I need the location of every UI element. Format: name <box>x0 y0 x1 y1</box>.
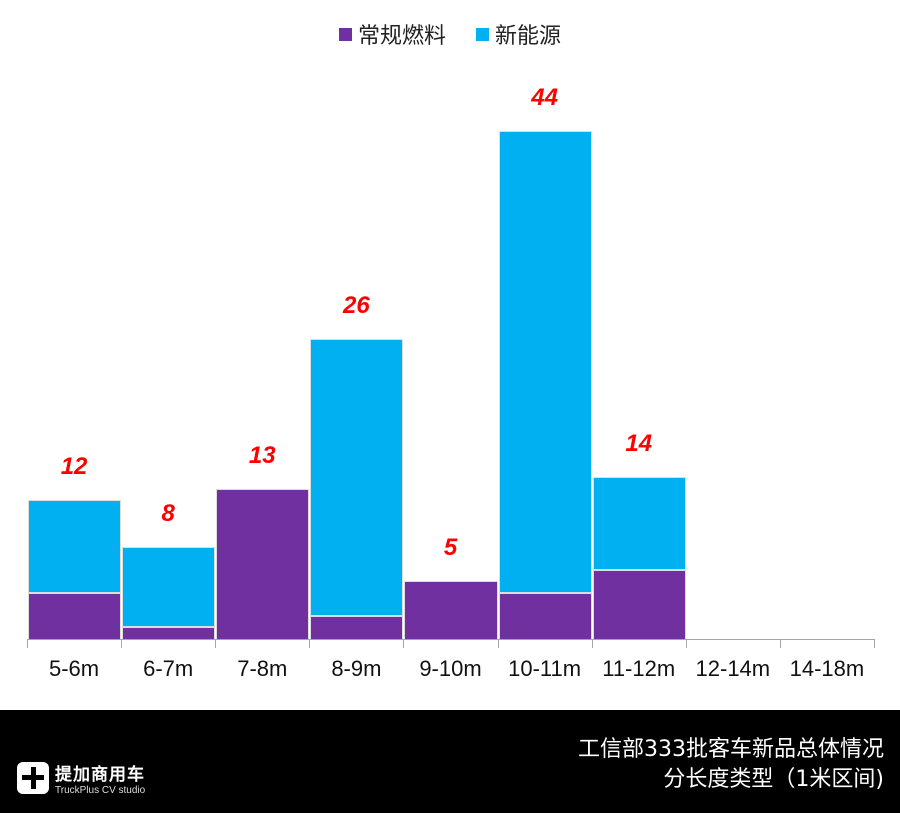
x-axis-label: 5-6m <box>48 656 100 681</box>
x-axis-tick <box>497 639 499 648</box>
bar-total-label: 8 <box>161 499 175 527</box>
legend-swatch-conventional <box>338 27 352 41</box>
x-axis-label: 10-11m <box>508 656 582 681</box>
x-axis-label: 6-7m <box>143 656 194 681</box>
legend-item-conventional: 常规燃料 <box>338 18 446 50</box>
footer-bar <box>0 710 900 813</box>
bar-stack-5-6m <box>28 500 122 639</box>
legend-label-conventional: 常规燃料 <box>357 24 446 49</box>
bar-segment-conventional <box>28 592 122 639</box>
x-axis-tick <box>591 639 593 648</box>
legend-label-nev: 新能源 <box>495 24 562 49</box>
bar-total-label: 13 <box>248 441 276 469</box>
x-axis-tick <box>874 639 875 648</box>
brand-name-cn: 提加商用车 <box>55 765 145 785</box>
x-axis-tick <box>215 639 217 648</box>
bar-stack-7-8m <box>216 488 310 639</box>
brand-logo: 提加商用车 TruckPlus CV studio <box>17 760 145 796</box>
bar-stack-8-9m <box>310 338 404 639</box>
bar-segment-nev <box>592 477 686 570</box>
x-axis-label: 11-12m <box>602 656 676 681</box>
legend-item-nev: 新能源 <box>476 18 561 50</box>
bar-total-label: 44 <box>531 83 558 111</box>
legend-swatch-nev <box>476 27 489 41</box>
x-axis-label: 8-9m <box>331 656 382 681</box>
bar-segment-nev <box>28 500 122 593</box>
caption-line-2: 分长度类型（1米区间) <box>663 767 884 792</box>
bar-stack-9-10m <box>404 581 498 639</box>
bar-segment-conventional <box>216 488 310 639</box>
bar-stack-11-12m <box>592 477 686 639</box>
bar-segment-nev <box>498 130 592 593</box>
chart-plot-area: 12 5-6m 8 6-7m 13 7-8m 26 8-9m 5 9-10m 44 10-11m 14 1… <box>27 83 875 681</box>
x-axis-label: 14-18m <box>789 656 865 681</box>
bar-segment-conventional <box>122 627 216 639</box>
bar-segment-conventional <box>592 569 686 639</box>
bar-total-label: 26 <box>343 291 370 319</box>
x-axis-label: 9-10m <box>419 656 482 681</box>
x-axis-tick <box>685 639 687 648</box>
bar-total-label: 14 <box>625 430 653 458</box>
truckplus-logo-icon <box>17 762 49 794</box>
bar-segment-conventional <box>498 592 592 639</box>
bar-stack-10-11m <box>498 130 592 639</box>
x-axis-tick <box>779 639 781 648</box>
bar-segment-nev <box>310 338 404 616</box>
x-axis-label: 12-14m <box>695 656 771 681</box>
bar-segment-conventional <box>310 615 404 639</box>
x-axis-tick <box>309 639 311 648</box>
bar-total-label: 12 <box>60 453 88 481</box>
bar-total-label: 5 <box>443 534 458 562</box>
x-axis-tick <box>121 639 123 648</box>
chart-legend: 常规燃料 新能源 <box>0 18 900 50</box>
brand-name-en: TruckPlus CV studio <box>55 785 146 796</box>
bar-segment-nev <box>122 546 216 628</box>
x-axis-label: 7-8m <box>237 656 288 681</box>
caption-line-1: 工信部333批客车新品总体情况 <box>578 737 884 762</box>
x-axis-tick <box>403 639 405 648</box>
x-axis-line <box>27 639 874 640</box>
bar-segment-conventional <box>404 581 498 639</box>
x-axis-tick <box>27 639 28 648</box>
chart-caption: 工信部333批客车新品总体情况 分长度类型（1米区间) <box>578 735 884 795</box>
bar-stack-6-7m <box>122 546 216 639</box>
